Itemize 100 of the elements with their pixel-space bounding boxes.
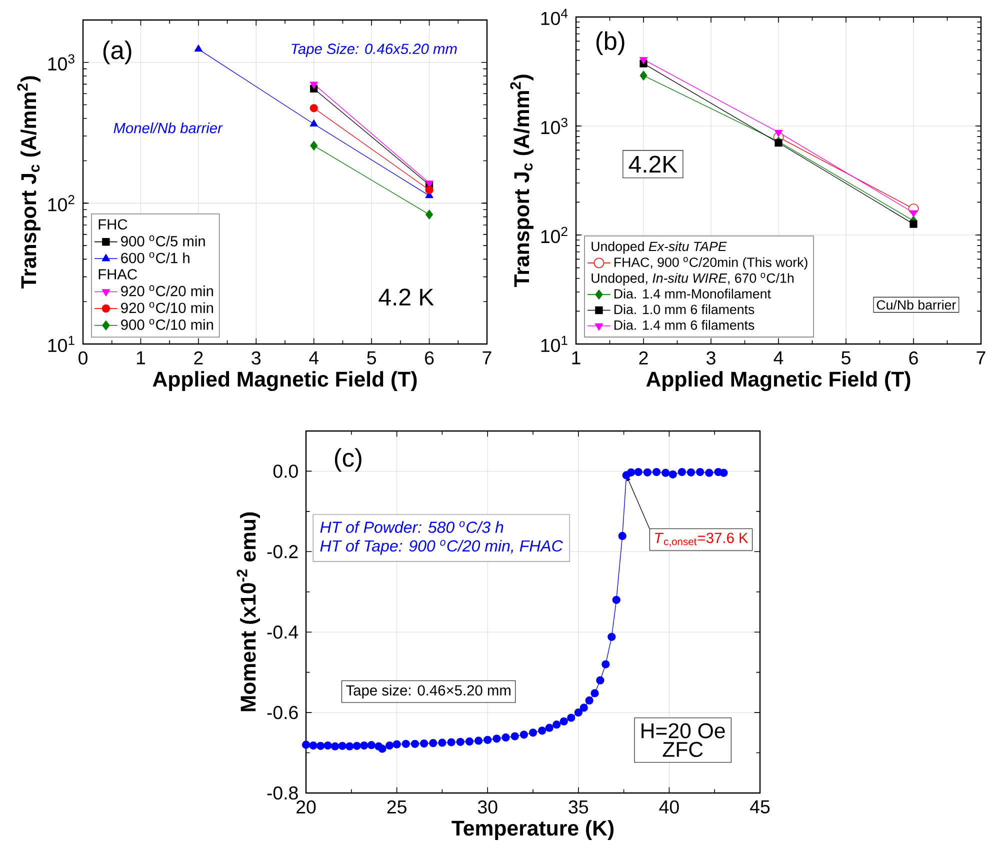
point bbox=[465, 737, 474, 746]
x-tick-label: 6 bbox=[909, 351, 918, 365]
point bbox=[668, 470, 677, 478]
x-axis-title: Applied Magnetic Field (T) bbox=[646, 371, 910, 392]
point bbox=[360, 741, 368, 750]
legend-label: FHAC, 900 $^{o}$C/20min (This work) bbox=[614, 257, 808, 270]
point bbox=[696, 468, 704, 476]
point bbox=[627, 468, 636, 476]
point bbox=[302, 740, 310, 749]
point bbox=[643, 468, 652, 476]
y-tick-label: 10$^{3}$ bbox=[48, 54, 74, 71]
point bbox=[580, 704, 588, 712]
point bbox=[634, 468, 642, 476]
point bbox=[385, 741, 394, 750]
y-tick-label: -0.8 bbox=[267, 786, 298, 800]
annotation: Tape Size: 0.46x5.20 mm bbox=[292, 43, 457, 57]
point bbox=[392, 740, 401, 748]
point bbox=[520, 730, 528, 739]
x-tick-label: 45 bbox=[750, 800, 770, 814]
point bbox=[596, 676, 604, 684]
point bbox=[720, 468, 728, 477]
point bbox=[310, 119, 318, 126]
x-tick-label: 2 bbox=[639, 351, 648, 364]
point bbox=[309, 741, 318, 750]
point bbox=[324, 741, 332, 750]
point bbox=[352, 742, 361, 750]
point bbox=[330, 742, 340, 750]
x-tick-label: 4 bbox=[309, 351, 318, 364]
x-axis-title: Temperature (K) bbox=[452, 820, 614, 840]
legend-label: Dia. 1.4 mm 6 filaments bbox=[614, 320, 754, 330]
annotation: 4.2K bbox=[628, 156, 678, 173]
point bbox=[590, 689, 599, 698]
x-tick-label: 0 bbox=[78, 351, 88, 365]
legend-label: 900 $^{o}$C/5 min bbox=[121, 235, 205, 246]
x-tick-label: 3 bbox=[252, 351, 261, 365]
y-tick-label: -0.2 bbox=[267, 545, 298, 558]
legend-label: Dia. 1.0 mm 6 filaments bbox=[614, 304, 754, 314]
point bbox=[456, 738, 464, 746]
annotation: Undoped Ex-situ TAPE bbox=[592, 241, 727, 254]
x-tick-label: 20 bbox=[296, 800, 316, 814]
point bbox=[310, 140, 318, 151]
point bbox=[538, 726, 546, 735]
y-tick-label: 0.0 bbox=[273, 464, 298, 478]
point bbox=[774, 130, 783, 137]
annotation: HT of Powder: 580 $^{o}$C/3 h bbox=[320, 521, 504, 533]
annotation: 4.2 K bbox=[378, 288, 434, 306]
y-axis-title: Moment (x10$^{-2}$ emu) bbox=[236, 512, 260, 712]
y-tick-label: 10$^{2}$ bbox=[48, 195, 74, 212]
point bbox=[194, 44, 202, 52]
x-tick-label: 35 bbox=[568, 800, 588, 814]
annotation: Tape size: 0.46×5.20 mm bbox=[346, 684, 510, 698]
point bbox=[310, 104, 318, 112]
annotation: (c) bbox=[334, 448, 362, 472]
point bbox=[484, 736, 492, 744]
legend-label: Dia. 1.4 mm-Monofilament bbox=[614, 288, 771, 299]
point bbox=[678, 468, 686, 476]
annotation: HT of Tape: 900 $^{o}$C/20 min, FHAC bbox=[320, 540, 563, 555]
point bbox=[705, 468, 714, 477]
point bbox=[528, 728, 538, 737]
annotation: (b) bbox=[596, 31, 624, 55]
x-tick-label: 30 bbox=[478, 800, 498, 814]
x-tick-label: 2 bbox=[194, 351, 203, 364]
x-tick-label: 1 bbox=[136, 351, 146, 364]
point bbox=[552, 720, 561, 729]
x-tick-label: 25 bbox=[387, 800, 406, 814]
y-tick-label: 10$^{4}$ bbox=[541, 8, 568, 26]
point bbox=[367, 741, 376, 750]
y-tick-label: 10$^{1}$ bbox=[48, 336, 74, 352]
annotation: Monel/Nb barrier bbox=[114, 122, 223, 134]
point bbox=[410, 740, 420, 748]
point bbox=[402, 740, 410, 748]
x-axis-title: Applied Magnetic Field (T) bbox=[152, 371, 417, 392]
annotation: (a) bbox=[103, 40, 132, 64]
point bbox=[567, 714, 576, 722]
point bbox=[316, 742, 325, 750]
point bbox=[447, 738, 456, 746]
point bbox=[502, 733, 510, 742]
point bbox=[574, 708, 582, 717]
legend-label: 900 $^{o}$C/10 min bbox=[121, 318, 214, 330]
point bbox=[640, 70, 648, 80]
legend-label: 920 $^{o}$C/10 min bbox=[121, 302, 214, 314]
point bbox=[425, 186, 434, 194]
annotation: Undoped, In-situ WIRE, 670 $^{o}$C/1h bbox=[592, 272, 794, 286]
annotation: T$_{c,onset}$=37.6 K bbox=[655, 532, 748, 546]
point bbox=[492, 734, 501, 743]
legend-label: 600 $^{o}$C/1 h bbox=[121, 252, 190, 264]
point bbox=[560, 717, 568, 726]
point bbox=[608, 632, 616, 641]
point bbox=[774, 139, 782, 147]
y-tick-label: 10$^{2}$ bbox=[541, 226, 568, 244]
point bbox=[652, 468, 661, 476]
annotation: FHAC bbox=[98, 269, 137, 280]
y-axis-title: Transport J$_{c}$ (A/mm$^{2}$) bbox=[17, 76, 40, 289]
point bbox=[585, 696, 594, 705]
point bbox=[639, 57, 648, 64]
annotation: FHC bbox=[98, 219, 128, 230]
point bbox=[602, 660, 610, 668]
annotation: H=20 Oe bbox=[642, 723, 725, 738]
x-tick-label: 1 bbox=[572, 351, 580, 364]
point bbox=[545, 724, 554, 732]
